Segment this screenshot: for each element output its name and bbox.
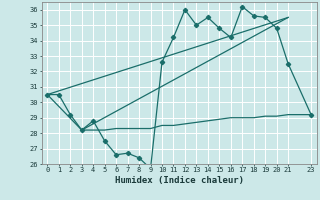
X-axis label: Humidex (Indice chaleur): Humidex (Indice chaleur): [115, 176, 244, 185]
